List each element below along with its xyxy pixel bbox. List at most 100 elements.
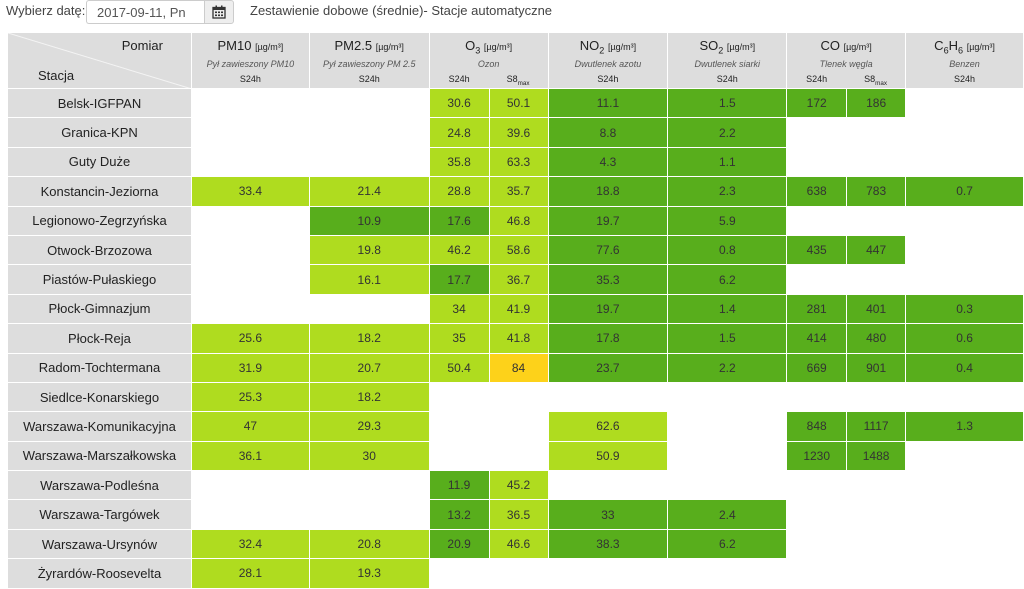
- measurement-cell: 46.8: [488, 205, 549, 236]
- param-column-label: S24h: [239, 74, 261, 84]
- station-name[interactable]: Płock-Reja: [7, 323, 192, 354]
- header-no2: NO2 [µg/m³] Dwutlenek azotu S24h: [547, 32, 669, 89]
- measurement-cell: [786, 264, 848, 295]
- measurement-cell: 47: [190, 411, 310, 442]
- measurement-cell: 6.2: [667, 264, 788, 295]
- station-name[interactable]: Piastów-Pułaskiego: [7, 264, 192, 295]
- measurement-cell: 20.7: [308, 352, 430, 383]
- header-pm25: PM2.5 [µg/m³] Pył zawieszony PM 2.5 S24h: [308, 32, 430, 89]
- param-symbol: PM2.5: [334, 38, 373, 53]
- measurement-cell: [547, 470, 669, 501]
- table-row: Belsk-IGFPAN 30.6 50.1 11.1 1.5 172 186: [7, 87, 1024, 119]
- measurement-cell: [667, 411, 788, 442]
- measurement-cell: [905, 234, 1024, 266]
- measurement-cell: [846, 146, 907, 178]
- measurement-cell: [308, 146, 430, 178]
- measurement-cell: 35.8: [428, 146, 490, 178]
- param-unit: [µg/m³]: [483, 42, 513, 52]
- measurement-cell: 13.2: [428, 499, 490, 530]
- measurement-cell: 35.3: [547, 264, 669, 295]
- header-c6h6: C6H6 [µg/m³] Benzen S24h: [905, 32, 1024, 89]
- measurement-cell: 10.9: [308, 205, 430, 236]
- page-title: Zestawienie dobowe (średnie)- Stacje aut…: [250, 3, 553, 18]
- station-name[interactable]: Warszawa-Podleśna: [7, 470, 192, 501]
- measurement-cell: [308, 470, 430, 501]
- measurement-cell: [905, 440, 1024, 472]
- measurement-cell: [428, 381, 490, 413]
- measurement-cell: 30: [308, 440, 430, 472]
- station-name[interactable]: Granica-KPN: [7, 117, 192, 148]
- measurement-cell: [667, 470, 788, 501]
- station-name[interactable]: Siedlce-Konarskiego: [7, 381, 192, 413]
- param-subscript: 2: [599, 45, 605, 56]
- table-row: Płock-Reja 25.6 18.2 35 41.8 17.8 1.5 414 480 0.6: [7, 323, 1024, 354]
- measurement-cell: 0.4: [905, 352, 1024, 383]
- measurement-cell: 1230: [786, 440, 848, 472]
- measurement-cell: [488, 440, 549, 472]
- measurement-cell: 17.7: [428, 264, 490, 295]
- measurement-cell: [905, 87, 1024, 119]
- param-column-label: S24h: [806, 74, 828, 84]
- measurement-cell: [667, 440, 788, 472]
- param-unit: [µg/m³]: [255, 42, 284, 52]
- date-label: Wybierz datę:: [6, 3, 86, 18]
- table-row: Warszawa-Komunikacyjna 47 29.3 62.6 848 1117 1…: [7, 411, 1024, 442]
- measurement-cell: 447: [846, 234, 907, 266]
- table-row: Siedlce-Konarskiego 25.3 18.2: [7, 381, 1024, 413]
- station-name[interactable]: Konstancin-Jeziorna: [7, 176, 192, 207]
- param-name: PM2.5 [µg/m³]: [310, 38, 428, 53]
- measurement-cell: 38.3: [547, 528, 669, 560]
- station-name[interactable]: Otwock-Brzozowa: [7, 234, 192, 266]
- measurement-cell: 46.2: [428, 234, 490, 266]
- station-name[interactable]: Guty Duże: [7, 146, 192, 178]
- station-name[interactable]: Legionowo-Zegrzyńska: [7, 205, 192, 236]
- station-name[interactable]: Warszawa-Ursynów: [7, 528, 192, 560]
- measurement-cell: [846, 528, 907, 560]
- station-name[interactable]: Belsk-IGFPAN: [7, 87, 192, 119]
- measurement-cell: [846, 117, 907, 148]
- header-so2: SO2 [µg/m³] Dwutlenek siarki S24h: [667, 32, 788, 89]
- measurement-cell: 21.4: [308, 176, 430, 207]
- measurement-cell: 33.4: [190, 176, 310, 207]
- measurement-cell: 2.4: [667, 499, 788, 530]
- measurement-cell: [846, 381, 907, 413]
- param-column-label: S24h: [716, 74, 738, 84]
- measurement-cell: 30.6: [428, 87, 490, 119]
- measurement-cell: [190, 205, 310, 236]
- measurement-cell: [846, 264, 907, 295]
- table-row: Radom-Tochtermana 31.9 20.7 50.4 84 23.7 2.2 66…: [7, 352, 1024, 383]
- station-name[interactable]: Warszawa-Komunikacyjna: [7, 411, 192, 442]
- measurement-cell: [190, 117, 310, 148]
- date-input[interactable]: [86, 0, 204, 24]
- measurement-cell: 1.4: [667, 293, 788, 325]
- measurement-cell: 1488: [846, 440, 907, 472]
- measurement-cell: 4.3: [547, 146, 669, 178]
- param-description: Pył zawieszony PM10: [206, 59, 295, 69]
- measurement-cell: [905, 528, 1024, 560]
- measurement-cell: [905, 117, 1024, 148]
- measurement-cell: 20.8: [308, 528, 430, 560]
- measurement-cell: 16.1: [308, 264, 430, 295]
- measurement-cell: 19.8: [308, 234, 430, 266]
- table-row: Granica-KPN 24.8 39.6 8.8 2.2: [7, 117, 1024, 148]
- toolbar: Wybierz datę: Zestawienie dobowe (średni…: [0, 0, 1024, 26]
- station-name[interactable]: Płock-Gimnazjum: [7, 293, 192, 325]
- measurement-cell: 84: [488, 352, 549, 383]
- station-name[interactable]: Warszawa-Targówek: [7, 499, 192, 530]
- measurement-cell: [308, 293, 430, 325]
- measurement-cell: [308, 499, 430, 530]
- table-row: Guty Duże 35.8 63.3 4.3 1.1: [7, 146, 1024, 178]
- param-description: Benzen: [949, 59, 980, 69]
- measurement-cell: 480: [846, 323, 907, 354]
- measurement-cell: 0.8: [667, 234, 788, 266]
- table-row: Piastów-Pułaskiego 16.1 17.7 36.7 35.3 6.2: [7, 264, 1024, 295]
- measurement-cell: 25.3: [190, 381, 310, 413]
- station-name[interactable]: Warszawa-Marszałkowska: [7, 440, 192, 472]
- calendar-button[interactable]: [204, 0, 234, 24]
- measurement-cell: [846, 499, 907, 530]
- measurement-cell: 1.5: [667, 87, 788, 119]
- param-unit: [µg/m³]: [843, 42, 872, 52]
- station-name[interactable]: Radom-Tochtermana: [7, 352, 192, 383]
- measurement-cell: [846, 205, 907, 236]
- param-symbol: CO: [820, 38, 840, 53]
